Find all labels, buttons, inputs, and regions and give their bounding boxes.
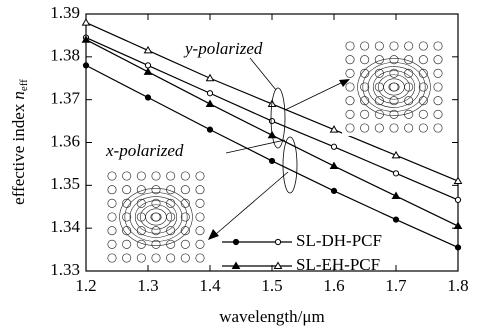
chart: y-polarized x-polarized wavelength/μm ef…: [0, 0, 479, 332]
marker: [269, 158, 274, 163]
x-tick-label: 1.4: [199, 276, 221, 295]
marker: [331, 163, 338, 169]
marker: [393, 171, 398, 176]
marker: [145, 68, 152, 74]
marker: [455, 245, 460, 250]
x-tick-label: 1.6: [323, 276, 344, 295]
y-tick-label: 1.35: [50, 174, 80, 193]
marker: [455, 223, 462, 229]
marker: [331, 144, 336, 149]
x-tick-label: 1.2: [75, 276, 96, 295]
marker: [331, 188, 336, 193]
y-tick-label: 1.36: [50, 131, 80, 150]
pointer: [250, 58, 276, 90]
y-label-symbol: n: [9, 91, 28, 100]
y-tick-label: 1.38: [50, 46, 80, 65]
y-axis-label: effective index neff: [9, 79, 30, 205]
marker: [275, 239, 280, 244]
x-tick-label: 1.3: [137, 276, 158, 295]
marker: [269, 118, 274, 123]
y-pol-ellipse: [271, 88, 285, 148]
marker: [207, 127, 212, 132]
y-label-text: effective index: [9, 103, 28, 205]
marker: [207, 100, 214, 106]
arrow: [216, 172, 288, 234]
arrow: [285, 82, 343, 110]
x-pol-ellipse: [283, 137, 297, 193]
annotation: y-polarized: [183, 39, 263, 58]
marker: [393, 217, 398, 222]
x-tick-label: 1.5: [261, 276, 282, 295]
y-tick-label: 1.34: [50, 217, 80, 236]
marker: [455, 197, 460, 202]
x-tick-label: 1.8: [447, 276, 468, 295]
x-tick-label: 1.7: [385, 276, 407, 295]
marker: [145, 63, 150, 68]
y-label-subscript: eff: [18, 79, 30, 91]
marker: [145, 95, 150, 100]
legend-label: SL-DH-PCF: [296, 231, 382, 250]
y-tick-label: 1.37: [50, 89, 80, 108]
arrowhead: [208, 229, 219, 240]
marker: [393, 193, 400, 199]
y-tick-label: 1.39: [50, 3, 80, 22]
legend-label: SL-EH-PCF: [296, 255, 380, 274]
marker: [83, 63, 88, 68]
x-axis-label: wavelength/μm: [219, 307, 324, 326]
marker: [233, 239, 238, 244]
marker: [207, 91, 212, 96]
annotation: x-polarized: [105, 141, 184, 160]
